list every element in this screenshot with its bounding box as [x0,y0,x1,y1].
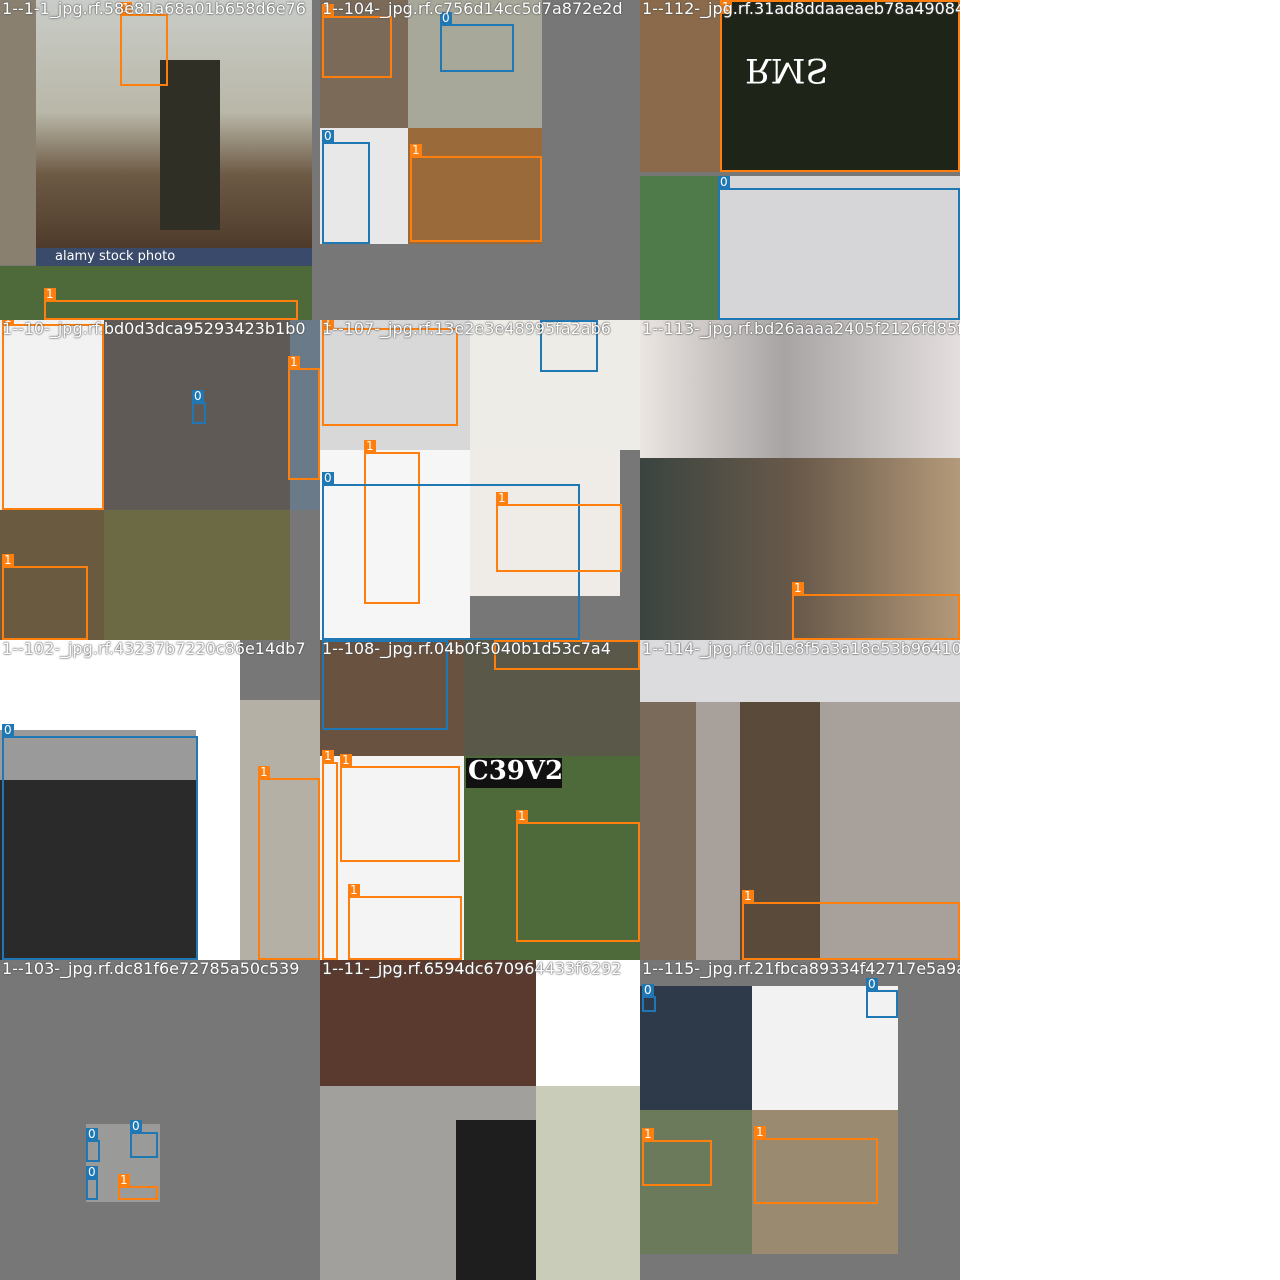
detection-box: 1 [258,766,320,960]
detection-box: 1 [742,890,960,960]
detection-box: 0 [642,984,656,1012]
detection-box: 1 [322,320,458,426]
mosaic-tile: RMS 1 0 1--112-_jpg.rf.31ad8ddaaeaeb78a4… [640,0,960,320]
detection-box: 1 [2,554,88,640]
detection-box: 1 [322,4,392,78]
mosaic-tile: C39V2 1 1 1 1 1 1--108-_jpg.rf.04b0f3040… [320,640,640,960]
tile-filename: 1--112-_jpg.rf.31ad8ddaaeaeb78a490844ae8 [642,0,960,18]
detection-box: 0 [2,724,198,960]
mosaic-tile: 0 0 0 1 1--103-_jpg.rf.dc81f6e72785a50c5… [0,960,320,1280]
tile-filename: 1--102-_jpg.rf.43237b7220c86e14db7 [2,640,306,658]
detection-box: 0 [718,176,960,320]
detection-box: 0 [192,390,206,424]
mosaic-tile: 0 1 1--102-_jpg.rf.43237b7220c86e14db7 [0,640,320,960]
mosaic-tile: 1 0 0 1 1--104-_jpg.rf.c756d14cc5d7a872e… [320,0,640,320]
detection-box: 1 [340,754,460,862]
detection-box: 0 [130,1120,158,1158]
detection-box: 0 [440,12,514,72]
mosaic-tile: 1 0 1 1 1--10-_jpg.rf.bd0d3dca95293423b1… [0,320,320,640]
detection-box: 1 [118,1174,158,1200]
tile-filename: 1--10-_jpg.rf.bd0d3dca95293423b1b0 [2,320,306,338]
detection-box: 1 [44,288,298,320]
mosaic-tile: 1 1--113-_jpg.rf.bd26aaaa2405f2126fd85fa… [640,320,960,640]
tile-filename: 1--1-1_jpg.rf.58e81a68a01b658d6e76 [2,0,306,18]
mosaic-tile: 1 0 1 0 1 1--107-_jpg.rf.13e2e3e48995fa2… [320,320,640,640]
detection-box: 1 [322,750,338,960]
tile-filename: 1--107-_jpg.rf.13e2e3e48995fa2ab6 [322,320,611,338]
detection-box: 1 [410,144,542,242]
tile-filename: 1--103-_jpg.rf.dc81f6e72785a50c539 [2,960,300,978]
tile-filename: 1--114-_jpg.rf.0d1e8f5a3a18e53b96410dd [642,640,960,658]
tile-filename: 1--115-_jpg.rf.21fbca89334f42717e5a9ab47 [642,960,960,978]
detection-box: 1 [754,1126,878,1204]
detection-box: 0 [86,1128,100,1162]
detection-box: 1 [496,492,622,572]
detection-box: 1 [792,582,960,640]
detection-box: 1 [348,884,462,960]
detection-box: 0 [540,320,598,372]
detection-box: 1 [288,356,320,480]
detection-box: 1 [720,0,960,172]
sign-text: C39V2 [468,756,564,786]
mosaic-tile: 1 1--114-_jpg.rf.0d1e8f5a3a18e53b96410dd [640,640,960,960]
detection-box: 0 [86,1166,98,1200]
detection-box: 1 [642,1128,712,1186]
tile-filename: 1--108-_jpg.rf.04b0f3040b1d53c7a4 [322,640,611,658]
detection-box: 0 [322,130,370,244]
detection-box [322,640,448,730]
tile-filename: 1--113-_jpg.rf.bd26aaaa2405f2126fd85fa2f [642,320,960,338]
detection-box: 1 [120,2,168,86]
tile-filename: 1--104-_jpg.rf.c756d14cc5d7a872e2d [322,0,623,18]
detection-box: 1 [2,320,104,510]
sign-text: RMS [745,50,829,90]
detection-box: 0 [866,978,898,1018]
mosaic-tile: 1--11-_jpg.rf.6594dc670964433f6292 [320,960,640,1280]
tile-filename: 1--11-_jpg.rf.6594dc670964433f6292 [322,960,622,978]
detection-box: 1 [364,440,420,604]
detection-box: 1 [516,810,640,942]
detection-box: 0 [322,472,580,640]
detection-box: 1 [494,640,640,670]
mosaic-tile: alamy stock photo 1 1 1--1-1_jpg.rf.58e8… [0,0,320,320]
mosaic-tile: 0 0 1 1 1--115-_jpg.rf.21fbca89334f42717… [640,960,960,1280]
watermark-text: alamy stock photo [55,249,176,264]
